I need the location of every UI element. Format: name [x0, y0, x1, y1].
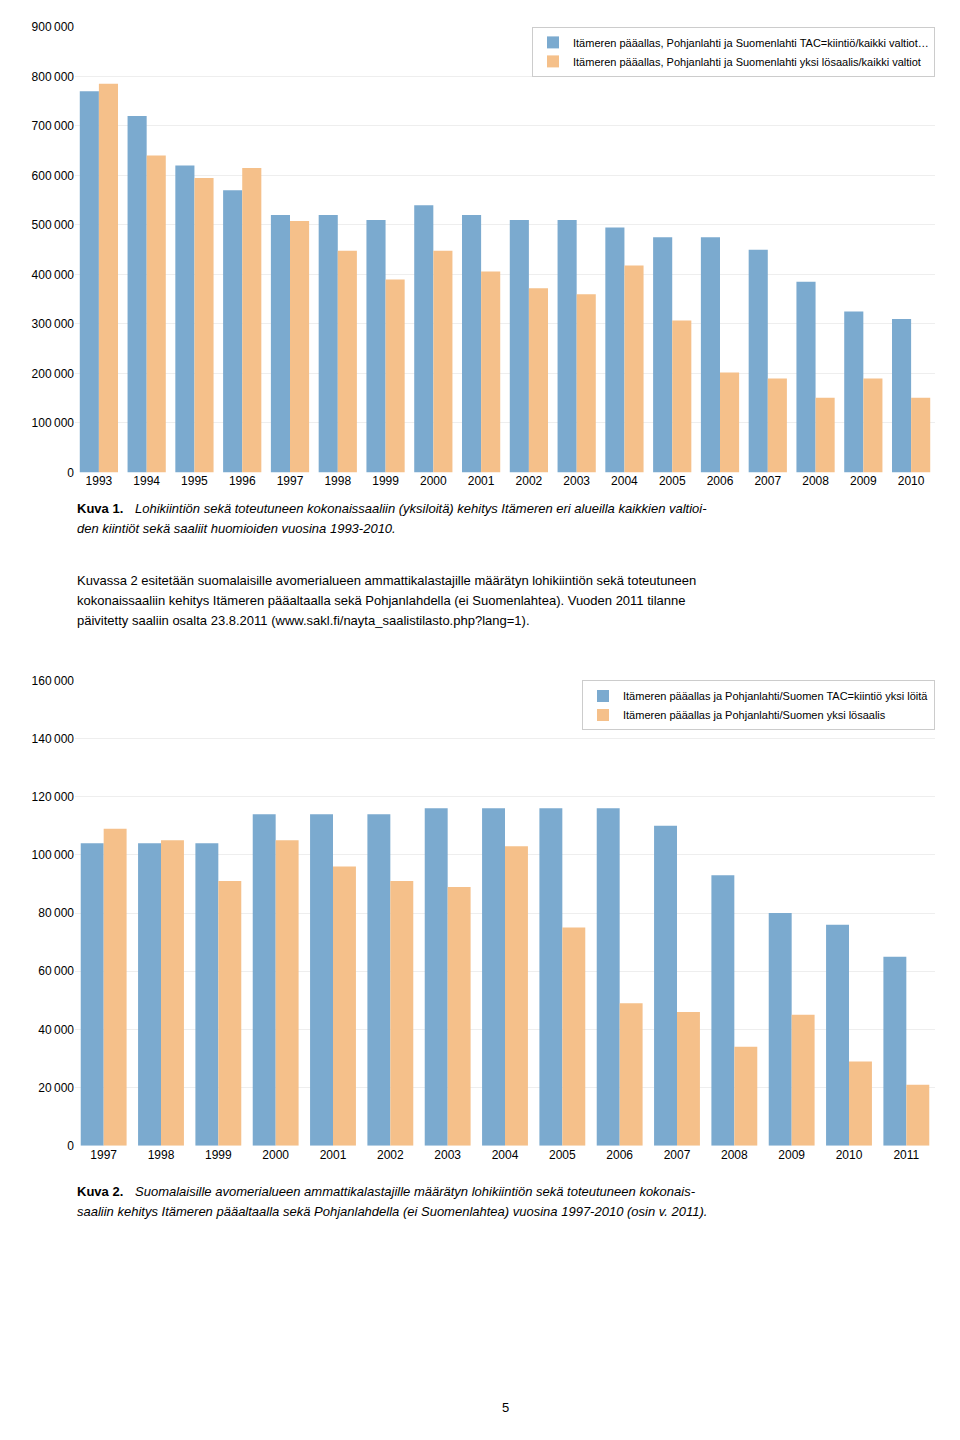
svg-text:2006: 2006 — [606, 1148, 633, 1162]
svg-text:Kuva 2.: Kuva 2. — [77, 1184, 123, 1199]
svg-text:2007: 2007 — [754, 474, 781, 488]
svg-text:600 000: 600 000 — [32, 169, 75, 183]
svg-text:2006: 2006 — [707, 474, 734, 488]
svg-text:2008: 2008 — [721, 1148, 748, 1162]
svg-text:1993: 1993 — [86, 474, 113, 488]
svg-text:2003: 2003 — [563, 474, 590, 488]
svg-text:200 000: 200 000 — [32, 367, 75, 381]
svg-text:2005: 2005 — [549, 1148, 576, 1162]
svg-text:Itämeren pääallas, Pohjanlahti: Itämeren pääallas, Pohjanlahti ja Suomen… — [573, 37, 929, 49]
svg-text:700 000: 700 000 — [32, 119, 75, 133]
svg-text:60 000: 60 000 — [38, 964, 74, 978]
svg-text:2005: 2005 — [659, 474, 686, 488]
svg-text:500 000: 500 000 — [32, 218, 75, 232]
svg-text:1997: 1997 — [277, 474, 304, 488]
svg-text:5: 5 — [502, 1400, 509, 1415]
svg-text:80 000: 80 000 — [38, 906, 74, 920]
svg-text:2002: 2002 — [516, 474, 543, 488]
svg-text:Kuva 1.: Kuva 1. — [77, 501, 123, 516]
svg-text:1997: 1997 — [90, 1148, 117, 1162]
svg-text:400 000: 400 000 — [32, 268, 75, 282]
svg-text:2000: 2000 — [420, 474, 447, 488]
svg-text:900 000: 900 000 — [32, 20, 75, 34]
svg-text:1994: 1994 — [133, 474, 160, 488]
svg-text:2010: 2010 — [898, 474, 925, 488]
svg-text:0: 0 — [67, 466, 74, 480]
svg-text:1996: 1996 — [229, 474, 256, 488]
svg-text:2010: 2010 — [836, 1148, 863, 1162]
svg-text:1998: 1998 — [324, 474, 351, 488]
svg-text:päivitetty saaliin osalta 23.8: päivitetty saaliin osalta 23.8.2011 (www… — [77, 613, 530, 628]
svg-text:2004: 2004 — [611, 474, 638, 488]
svg-text:Kuvassa 2 esitetään suomalaisi: Kuvassa 2 esitetään suomalaisille avomer… — [77, 573, 696, 588]
svg-text:120 000: 120 000 — [32, 790, 75, 804]
svg-text:2003: 2003 — [434, 1148, 461, 1162]
svg-text:0: 0 — [67, 1139, 74, 1153]
svg-text:Lohikiintiön sekä toteutuneen: Lohikiintiön sekä toteutuneen kokonaissa… — [135, 501, 707, 516]
svg-text:40 000: 40 000 — [38, 1023, 74, 1037]
svg-text:2004: 2004 — [492, 1148, 519, 1162]
svg-text:1998: 1998 — [148, 1148, 175, 1162]
svg-text:2007: 2007 — [664, 1148, 691, 1162]
svg-text:140 000: 140 000 — [32, 732, 75, 746]
svg-text:den kiintiöt sekä saaliit huom: den kiintiöt sekä saaliit huomioiden vuo… — [77, 521, 396, 536]
svg-text:2000: 2000 — [262, 1148, 289, 1162]
svg-text:2002: 2002 — [377, 1148, 404, 1162]
svg-text:160 000: 160 000 — [32, 674, 75, 688]
svg-text:Itämeren pääallas, Pohjanlahti: Itämeren pääallas, Pohjanlahti ja Suomen… — [573, 56, 921, 68]
svg-text:2009: 2009 — [850, 474, 877, 488]
svg-text:100 000: 100 000 — [32, 416, 75, 430]
svg-text:2001: 2001 — [320, 1148, 347, 1162]
svg-text:2001: 2001 — [468, 474, 495, 488]
svg-text:2009: 2009 — [778, 1148, 805, 1162]
svg-text:1999: 1999 — [205, 1148, 232, 1162]
svg-text:kokonaissaaliin kehitys Itämer: kokonaissaaliin kehitys Itämeren pääalta… — [77, 593, 686, 608]
svg-text:20 000: 20 000 — [38, 1081, 74, 1095]
svg-text:Itämeren pääallas ja Pohjanlah: Itämeren pääallas ja Pohjanlahti/Suomen … — [623, 690, 928, 702]
svg-text:300 000: 300 000 — [32, 317, 75, 331]
svg-text:2011: 2011 — [893, 1148, 919, 1162]
svg-text:Itämeren pääallas ja Pohjanlah: Itämeren pääallas ja Pohjanlahti/Suomen … — [623, 709, 886, 721]
svg-text:saaliin kehitys Itämeren pääal: saaliin kehitys Itämeren pääaltaalla sek… — [77, 1204, 707, 1219]
svg-text:2008: 2008 — [802, 474, 829, 488]
svg-text:1999: 1999 — [372, 474, 399, 488]
svg-text:800 000: 800 000 — [32, 70, 75, 84]
svg-text:100 000: 100 000 — [32, 848, 75, 862]
svg-text:1995: 1995 — [181, 474, 208, 488]
svg-text:Suomalaisille avomerialueen am: Suomalaisille avomerialueen ammattikalas… — [135, 1184, 696, 1199]
